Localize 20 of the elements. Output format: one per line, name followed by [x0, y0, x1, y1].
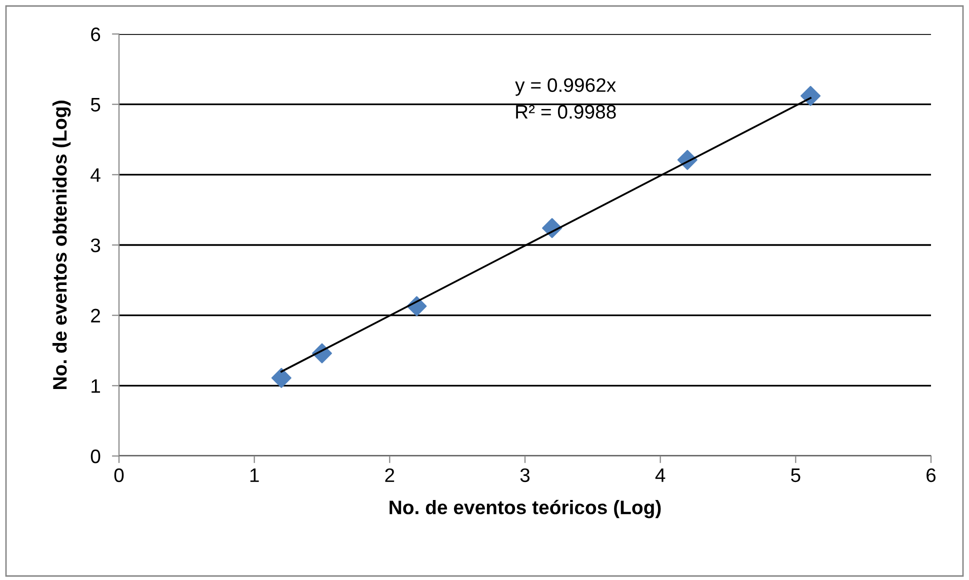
y-tick-label: 2	[91, 308, 100, 322]
y-tick-label: 4	[90, 168, 100, 182]
point	[800, 86, 821, 106]
y-tick-label: 5	[90, 98, 100, 112]
y-tick-label: 1	[92, 379, 100, 393]
x-tick-label: 5	[791, 468, 800, 482]
point	[271, 368, 292, 388]
x-tick-label: 4	[655, 468, 666, 482]
x-tick-label: 3	[520, 468, 530, 482]
x-tick-label: 1	[250, 468, 259, 482]
annotation: y = 0.9962x	[515, 78, 616, 96]
x-axis-title: No. de eventos teóricos (Log)	[390, 500, 661, 518]
annotation: R² = 0.9988	[516, 104, 616, 119]
y-axis-title: No. de eventos obtenidos (Log)	[52, 100, 71, 389]
y-tick-label: 0	[90, 449, 100, 464]
x-tick-label: 6	[926, 468, 936, 482]
x-tick-label: 2	[385, 468, 394, 482]
x-tick-label: 0	[114, 468, 124, 482]
y-tick-label: 3	[90, 238, 100, 252]
y-tick-label: 6	[91, 27, 100, 42]
